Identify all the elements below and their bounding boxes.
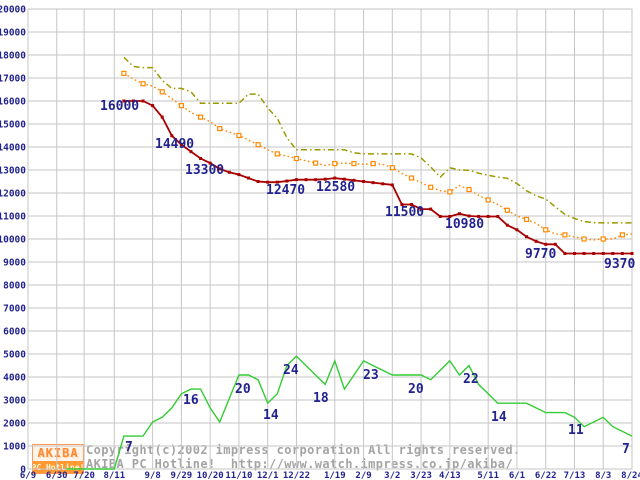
logo-akiba-text: AKIBA [37,446,79,460]
copyright-line-1: Copyright(c)2002 impress corporation All… [86,443,521,457]
copyright-line-2: AKIBA PC Hotline! http://www.watch.impre… [86,457,513,471]
logo-pc-hotline-text: PC Hotline! [33,461,83,473]
akiba-pc-hotline-logo: AKIBA PC Hotline! [32,444,84,474]
